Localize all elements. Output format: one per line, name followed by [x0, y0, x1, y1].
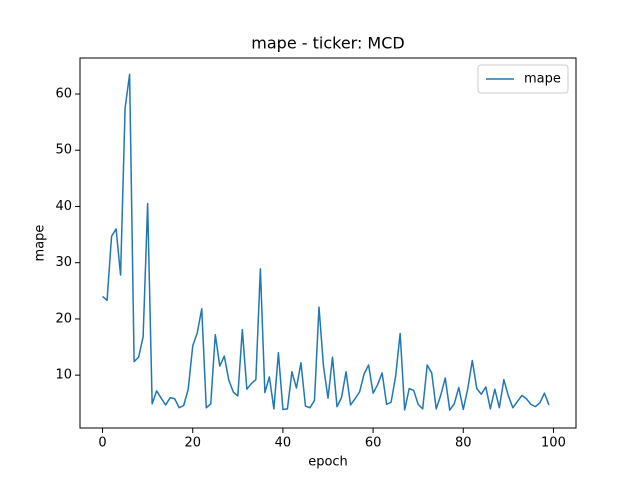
legend-box	[477, 64, 569, 94]
x-tick-label: 80	[455, 436, 472, 451]
data-line	[102, 73, 550, 411]
y-tick-label: 50	[55, 143, 72, 158]
x-tick-label: 60	[365, 436, 382, 451]
x-tick-label: 100	[541, 436, 566, 451]
y-axis-label: mape	[33, 225, 48, 262]
x-tick-label: 0	[98, 436, 106, 451]
chart-title: mape - ticker: MCD	[251, 34, 404, 53]
y-tick-label: 10	[55, 368, 72, 383]
y-tick-label: 30	[55, 255, 72, 270]
y-tick-label: 60	[55, 86, 72, 101]
legend-label: mape	[524, 72, 561, 87]
x-tick-label: 40	[275, 436, 292, 451]
plot-frame	[79, 57, 577, 429]
x-axis-label: epoch	[308, 455, 348, 470]
y-tick-label: 40	[55, 199, 72, 214]
y-tick-label: 20	[55, 311, 72, 326]
x-tick-label: 20	[184, 436, 201, 451]
